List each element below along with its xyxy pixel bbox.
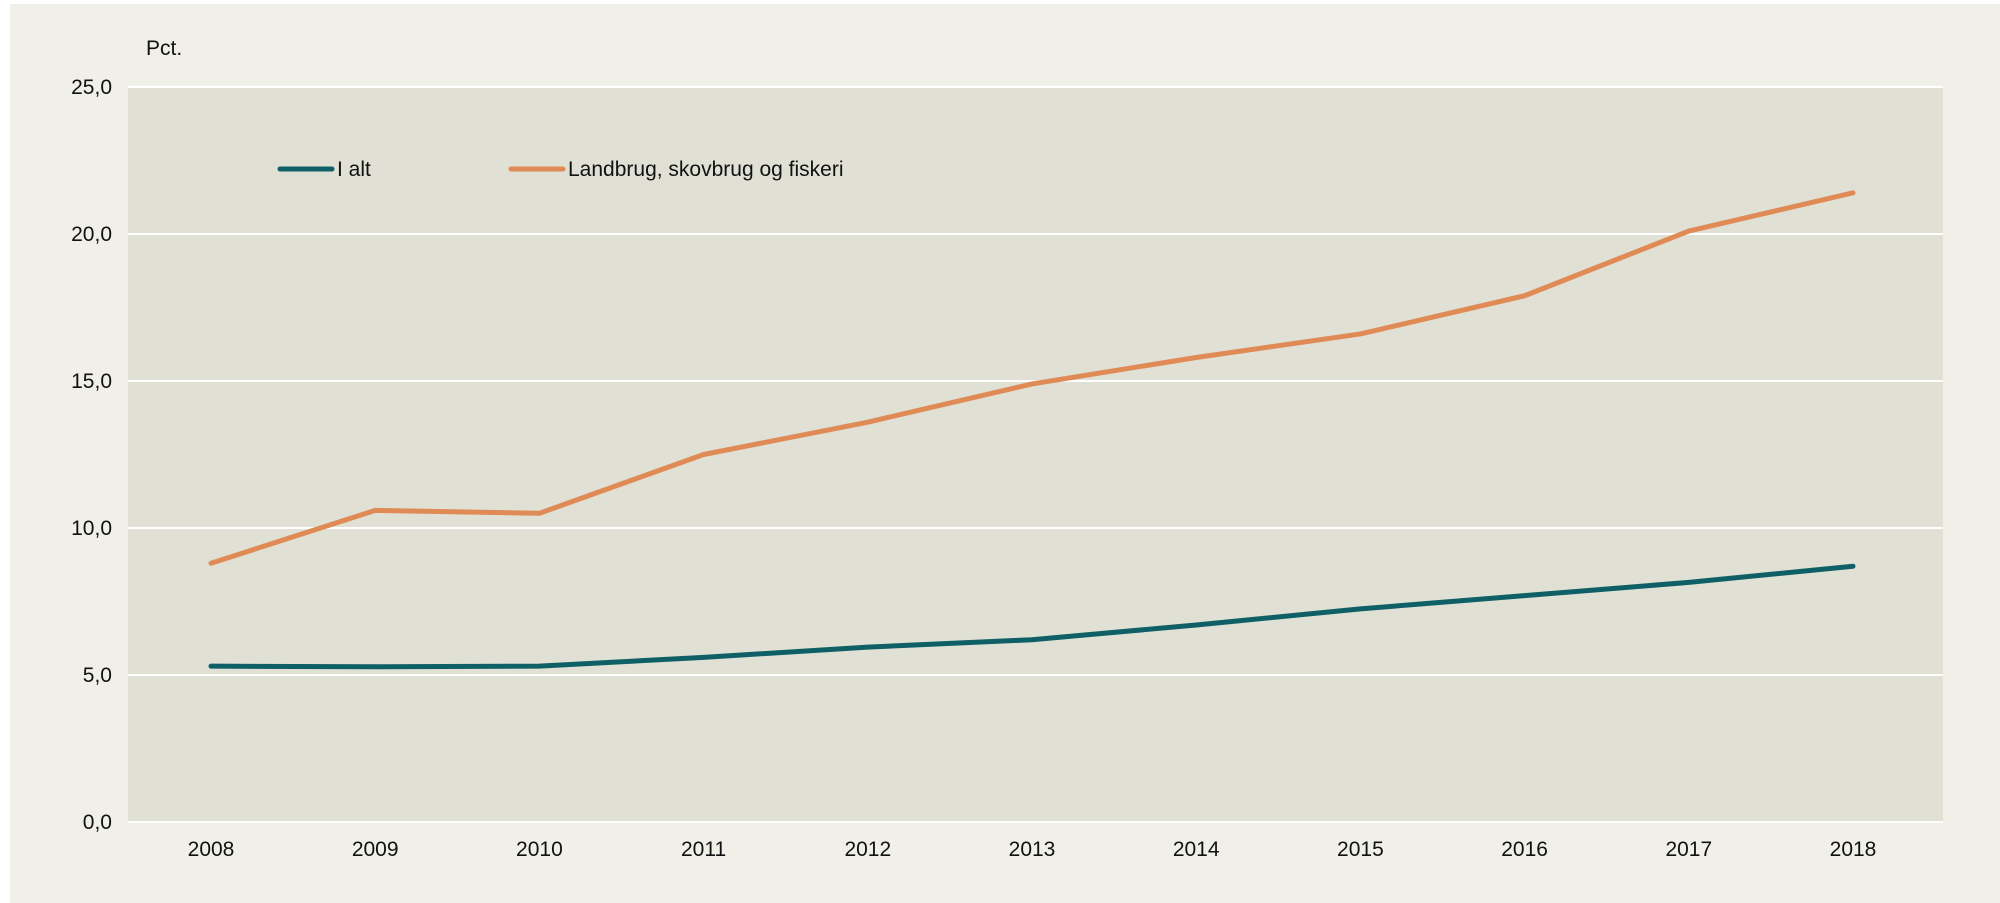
- y-tick-label: 0,0: [83, 811, 112, 834]
- y-tick-label: 10,0: [71, 517, 112, 540]
- x-tick-label: 2010: [516, 838, 563, 861]
- x-tick-label: 2009: [352, 838, 399, 861]
- series-line-i-alt: [208, 563, 1856, 670]
- series-lines: [208, 190, 1856, 670]
- x-tick-label: 2016: [1501, 838, 1548, 861]
- chart-card: 0,0 5,0 10,0 15,0 20,0 25,0 2008 2009 2010 2011 2…: [10, 4, 2000, 903]
- y-tick-label: 15,0: [71, 370, 112, 393]
- x-tick-label: 2017: [1665, 838, 1712, 861]
- x-tick-label: 2014: [1173, 838, 1220, 861]
- y-axis-unit-label: Pct.: [146, 37, 182, 60]
- x-tick-label: 2018: [1830, 838, 1877, 861]
- legend-label-landbrug: Landbrug, skovbrug og fiskeri: [568, 158, 844, 181]
- gridlines: [128, 86, 1943, 823]
- x-axis-ticks: 2008 2009 2010 2011 2012 2013 2014 2015 2016 2017…: [188, 838, 1877, 861]
- x-tick-label: 2012: [844, 838, 891, 861]
- x-tick-label: 2011: [681, 838, 726, 861]
- legend: I alt Landbrug, skovbrug og fiskeri: [277, 158, 844, 181]
- line-chart: 0,05,010,015,020,025,0 2008 2009 2010 2011 2…: [71, 37, 1943, 861]
- y-tick-label: 25,0: [71, 76, 112, 99]
- x-tick-label: 2008: [188, 838, 235, 861]
- x-tick-label: 2013: [1009, 838, 1056, 861]
- x-tick-label: 2015: [1337, 838, 1384, 861]
- legend-label-i-alt: I alt: [337, 158, 371, 181]
- y-axis-ticks: 0,0 5,0 10,0 15,0 20,0 25,0: [71, 76, 112, 834]
- series-line-landbrug: [208, 190, 1856, 566]
- y-tick-label: 5,0: [83, 664, 112, 687]
- y-tick-label: 20,0: [71, 223, 112, 246]
- plot-area: [128, 87, 1943, 822]
